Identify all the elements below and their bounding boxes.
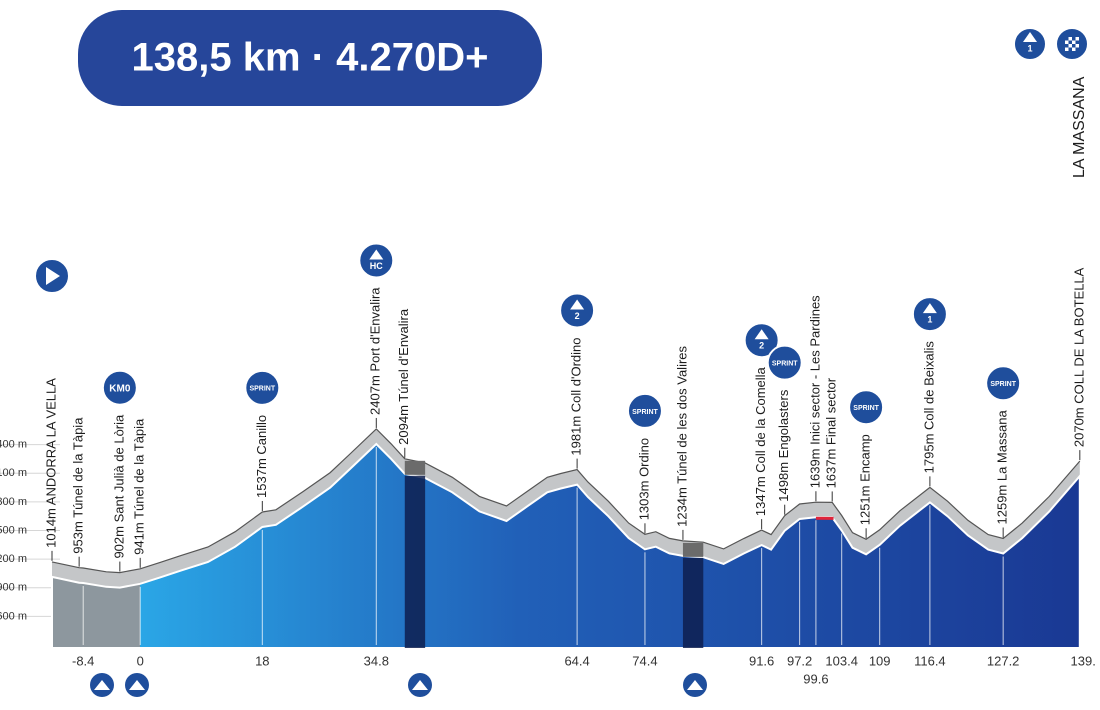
icon-text: SPRINT	[249, 386, 275, 393]
x-tick-label: 91.6	[749, 653, 774, 668]
annotation-icon: SPRINT	[766, 344, 803, 381]
finish-label: LA MASSANA	[1071, 76, 1088, 178]
annotation-label: 1498m Engolasters	[776, 389, 791, 502]
icon-text: 2	[759, 341, 764, 351]
icon-circle	[985, 365, 1022, 402]
icon-circle	[743, 322, 780, 359]
x-tick-label: 109	[869, 653, 891, 668]
tunnel-top	[404, 460, 426, 475]
icon-text: SPRINT	[632, 409, 658, 416]
y-tick-label: 900 m	[0, 582, 27, 594]
tunnel	[682, 557, 704, 648]
y-tick-label: 600 m	[0, 610, 27, 622]
x-tick-label: 103.4	[825, 653, 858, 668]
chart-title: 138,5 km · 4.270D+	[132, 36, 489, 80]
x-tick-label: 116.4	[914, 653, 946, 668]
y-tick-label: 1800 m	[0, 496, 27, 508]
annotation-icon: SPRINT	[244, 369, 281, 406]
x-tick-label: -8.4	[72, 653, 94, 668]
annotation-label: 2407m Port d'Envalira	[368, 287, 383, 415]
annotation-label: 902m Sant Julià de Lòria	[111, 414, 126, 559]
annotation-icon: KM0	[101, 369, 138, 406]
tunnel	[404, 475, 426, 648]
x-tick-label: 99.6	[803, 671, 828, 686]
route-icons	[90, 673, 707, 697]
tunnel-top	[682, 542, 704, 557]
annotation-label: 1537m Canillo	[254, 415, 269, 498]
annotation-label: 1234m Túnel de les dos Valires	[674, 345, 689, 526]
annotation-label: 1259m La Massana	[995, 410, 1010, 525]
icon-circle	[244, 369, 281, 406]
annotation-label: 1251m Encamp	[858, 434, 873, 525]
annotation-label: 1795m Coll de Beixalis	[921, 341, 936, 474]
y-tick-label: 1200 m	[0, 553, 27, 565]
annotation-icon: 2	[559, 292, 596, 329]
icon-mountain	[570, 299, 585, 310]
x-tick-label: 18	[255, 653, 269, 668]
annotation-label: 1303m Ordino	[636, 438, 651, 520]
plot: 2400 m 2100 m 1800 m 1500 m 1200 m 900 m 600 m…	[0, 242, 1096, 686]
x-tick-label: 127.2	[987, 653, 1020, 668]
icon-mountain	[922, 303, 937, 314]
finish-climb-icon: 1	[1027, 43, 1032, 53]
icon-text: 1	[927, 314, 932, 324]
x-tick-label: 34.8	[364, 653, 389, 668]
finish-icons: 1	[1013, 27, 1089, 61]
annotation-icon: 1	[911, 296, 948, 333]
annotation-label: 2094m Túnel d'Envalira	[396, 308, 411, 445]
x-tick-label: 74.4	[632, 653, 657, 668]
annotation-icon: SPRINT	[848, 389, 885, 426]
annotation-label: 1014m ANDORRA LA VELLA	[43, 378, 58, 548]
annotation-label: 2070m COLL DE LA BOTELLA	[1071, 267, 1086, 447]
annotation-label: 1637m Final sector	[824, 377, 839, 488]
y-tick-label: 2100 m	[0, 467, 27, 479]
annotation-icon: SPRINT	[985, 365, 1022, 402]
y-tick-label: 2400 m	[0, 439, 27, 451]
icon-mountain	[754, 329, 769, 340]
y-tick-label: 1500 m	[0, 524, 27, 536]
x-tick-label: 139.	[1071, 653, 1096, 668]
icon-text: KM0	[109, 383, 131, 394]
icon-text: HC	[370, 261, 383, 271]
icon-mountain	[369, 249, 384, 260]
icon-text: SPRINT	[772, 361, 798, 368]
icon-circle	[911, 296, 948, 333]
annotation-label: 1981m Coll d'Ordino	[569, 337, 584, 455]
annotation-icon: 2	[743, 322, 780, 359]
icon-circle	[358, 242, 395, 279]
annotation-icon: HC	[358, 242, 395, 279]
x-tick-label: 64.4	[564, 653, 589, 668]
icon-circle	[848, 389, 885, 426]
x-tick-label: 97.2	[787, 653, 812, 668]
icon-circle	[101, 369, 138, 406]
title-pill	[78, 10, 542, 106]
start-icon	[34, 258, 70, 294]
annotation-label: 953m Túnel de la Tàpia	[71, 417, 86, 554]
icon-text: 2	[575, 311, 580, 321]
x-tick-label: 0	[137, 653, 144, 668]
annotation-label: 941m Túnel de la Tàpia	[132, 418, 147, 555]
icon-circle	[559, 292, 596, 329]
annotation-label: 1347m Coll de la Comella	[753, 366, 768, 516]
profile-band-edge	[51, 428, 1081, 574]
annotation-label: 1639m Inici sector - Les Pardines	[807, 295, 822, 488]
profile-area	[51, 442, 1081, 649]
annotation-icon: SPRINT	[626, 392, 663, 429]
icon-circle	[766, 344, 803, 381]
icon-text: SPRINT	[853, 405, 879, 412]
icon-circle	[626, 392, 663, 429]
icon-text: SPRINT	[990, 381, 1016, 388]
